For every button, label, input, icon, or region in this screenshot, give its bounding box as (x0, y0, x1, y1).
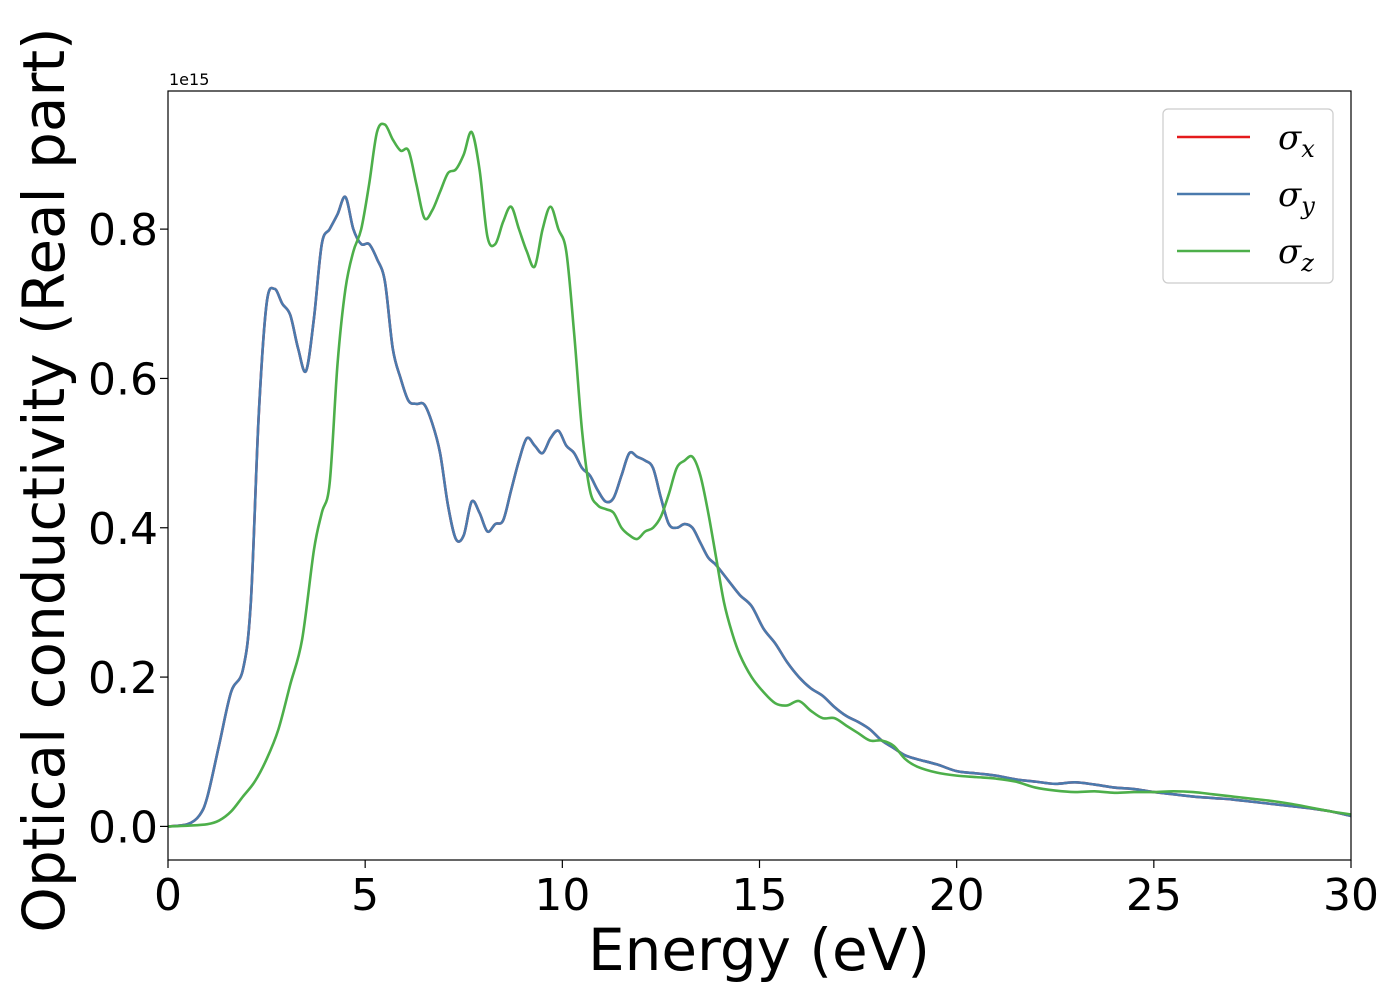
x-tick-label: 10 (534, 870, 590, 921)
legend-label-y: σy (1278, 175, 1315, 220)
legend-label-z: σz (1278, 232, 1314, 277)
x-axis-ticks: 0 5 10 15 20 25 30 (154, 860, 1379, 921)
y-tick-label: 0.8 (88, 205, 158, 256)
legend-box (1162, 108, 1334, 284)
x-tick-label: 30 (1323, 870, 1379, 921)
y-tick-label: 0.6 (88, 354, 158, 405)
x-tick-label: 5 (351, 870, 379, 921)
y-tick-label: 0.0 (88, 802, 158, 853)
y-offset-label: 1e15 (169, 70, 209, 89)
x-axis-label: Energy (eV) (588, 916, 930, 984)
y-axis-ticks: 0.0 0.2 0.4 0.6 0.8 (88, 205, 168, 853)
x-tick-label: 20 (929, 870, 985, 921)
legend: σx σy σz (1162, 108, 1334, 284)
x-tick-label: 25 (1126, 870, 1182, 921)
series-line-z (168, 122, 1351, 828)
series-group (168, 122, 1351, 828)
series-line-y (168, 195, 1351, 828)
x-tick-label: 15 (732, 870, 788, 921)
x-tick-label: 0 (154, 870, 182, 921)
plot-area (167, 90, 1352, 861)
y-tick-label: 0.4 (88, 504, 158, 555)
y-axis-label: Optical conductivity (Real part) (10, 27, 78, 932)
legend-label-x: σx (1278, 118, 1315, 163)
y-tick-label: 0.2 (88, 653, 158, 704)
